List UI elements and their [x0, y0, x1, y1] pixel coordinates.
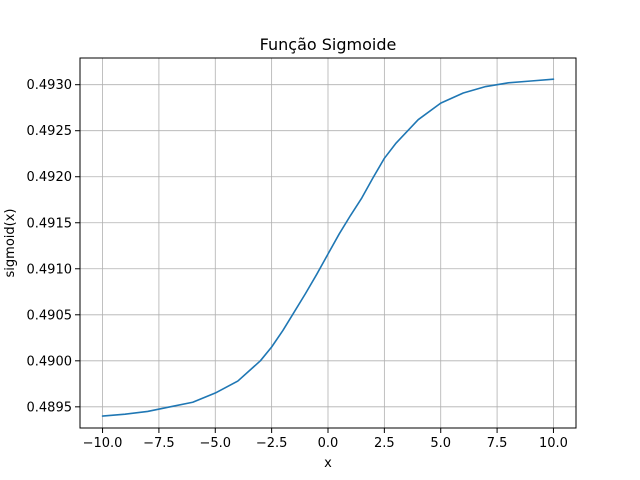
y-tick-label: 0.4930 — [27, 78, 73, 93]
x-tick-label: −2.5 — [256, 436, 288, 451]
x-tick-label: 10.0 — [539, 436, 568, 451]
x-tick-label: −5.0 — [199, 436, 231, 451]
chart-title: Função Sigmoide — [260, 35, 397, 54]
series-line — [101, 78, 555, 417]
y-tick-label: 0.4910 — [27, 262, 73, 277]
x-tick-label: 5.0 — [430, 436, 451, 451]
plot-lines — [101, 78, 555, 417]
x-tick-label: 2.5 — [374, 436, 395, 451]
x-axis-label: x — [324, 456, 332, 471]
y-axis-label: sigmoid(x) — [3, 209, 18, 278]
y-tick-label: 0.4915 — [27, 216, 73, 231]
y-tick-label: 0.4895 — [27, 400, 73, 415]
y-tick-label: 0.4900 — [27, 354, 73, 369]
ticks: −10.0 −7.5 −5.0 −2.5 0.0 2.5 5.0 7.5 10.0 0.4895 0… — [27, 78, 568, 451]
y-tick-label: 0.4925 — [27, 124, 73, 139]
y-tick-label: 0.4905 — [27, 308, 73, 323]
y-tick-label: 0.4920 — [27, 170, 73, 185]
x-tick-label: −7.5 — [143, 436, 175, 451]
grid — [80, 58, 576, 428]
x-tick-label: 0.0 — [318, 436, 339, 451]
x-tick-label: −10.0 — [83, 436, 123, 451]
x-tick-label: 7.5 — [487, 436, 508, 451]
